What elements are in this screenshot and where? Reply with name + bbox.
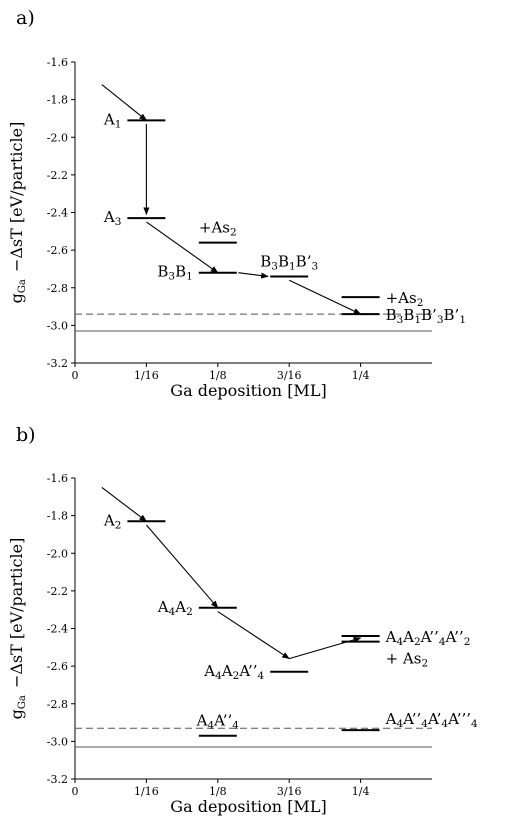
level-label: A4A’’4 — [196, 712, 240, 732]
x-axis-label: Ga deposition [ML] — [170, 381, 326, 400]
x-tick-label: 1/8 — [209, 369, 227, 382]
level-label: B3B1B’3 — [260, 252, 318, 272]
transition-arrow — [288, 279, 362, 315]
transition-arrow — [101, 84, 148, 121]
x-tick-label: 3/16 — [277, 785, 302, 798]
level-label: +As2 — [386, 289, 424, 309]
level-label: A2 — [103, 511, 122, 531]
level-label: + As2 — [386, 650, 429, 670]
chart-panel-a: a) -1.6 -1.8 -2.0 -2.2 -2.4 -2.6 -2.8 -3.0 -3.2 0 1… — [7, 7, 466, 400]
y-tick-label: -2.6 — [47, 244, 68, 257]
chart-panel-b: b) -1.6 -1.8 -2.0 -2.2 -2.4 -2.6 -2.8 -3.0 -3.2 0 1… — [7, 424, 478, 816]
y-tick-label: -3.2 — [47, 773, 68, 786]
transition-arrow — [217, 611, 290, 660]
y-tick-label: -2.8 — [47, 698, 68, 711]
level-label: A4A’’4A’4A’’’4 — [385, 710, 478, 730]
x-tick-label: 1/16 — [134, 369, 159, 382]
x-tick-label: 0 — [72, 369, 79, 382]
y-tick-label: -2.2 — [47, 585, 68, 598]
level-label: B3B1 — [157, 263, 192, 283]
y-tick-label: -1.8 — [47, 94, 68, 107]
level-label: A1 — [103, 110, 122, 130]
level-label: A4A2A’’4A’’2 — [385, 628, 471, 648]
level-label: A4A2 — [157, 598, 193, 618]
x-tick-label: 3/16 — [277, 369, 302, 382]
transition-arrow — [238, 272, 269, 279]
level-label: A3 — [103, 208, 122, 228]
x-tick-label: 1/8 — [209, 785, 227, 798]
y-tick-label: -1.6 — [47, 56, 68, 69]
y-tick-label: -2.4 — [47, 623, 68, 636]
transition-arrow — [101, 486, 148, 522]
y-tick-label: -1.6 — [47, 472, 68, 485]
y-tick-label: -3.2 — [47, 357, 68, 370]
y-tick-label: -3.0 — [47, 735, 68, 748]
y-tick-label: -3.0 — [47, 319, 68, 332]
transition-arrow — [146, 221, 219, 274]
y-tick-label: -2.2 — [47, 169, 68, 182]
y-tick-label: -2.0 — [47, 547, 68, 560]
x-tick-label: 1/4 — [352, 369, 370, 382]
panel-label: a) — [16, 7, 35, 29]
y-tick-label: -2.4 — [47, 207, 68, 220]
level-label: B3B1B’3B’1 — [386, 306, 466, 326]
y-axis-label: gGa −ΔsT [eV/particle] — [7, 538, 28, 720]
y-axis-label: gGa −ΔsT [eV/particle] — [7, 122, 28, 304]
y-tick-label: -2.0 — [47, 131, 68, 144]
panel-label: b) — [16, 424, 36, 446]
level-label: A4A2A’’4 — [203, 662, 264, 682]
y-tick-label: -2.8 — [47, 282, 68, 295]
x-tick-label: 1/4 — [352, 785, 370, 798]
y-tick-label: -2.6 — [47, 660, 68, 673]
transition-arrow — [145, 524, 219, 609]
x-axis-label: Ga deposition [ML] — [170, 797, 326, 816]
y-tick-label: -1.8 — [47, 510, 68, 523]
level-label: +As2 — [199, 219, 237, 239]
x-tick-label: 1/16 — [134, 785, 159, 798]
x-tick-label: 0 — [72, 785, 79, 798]
